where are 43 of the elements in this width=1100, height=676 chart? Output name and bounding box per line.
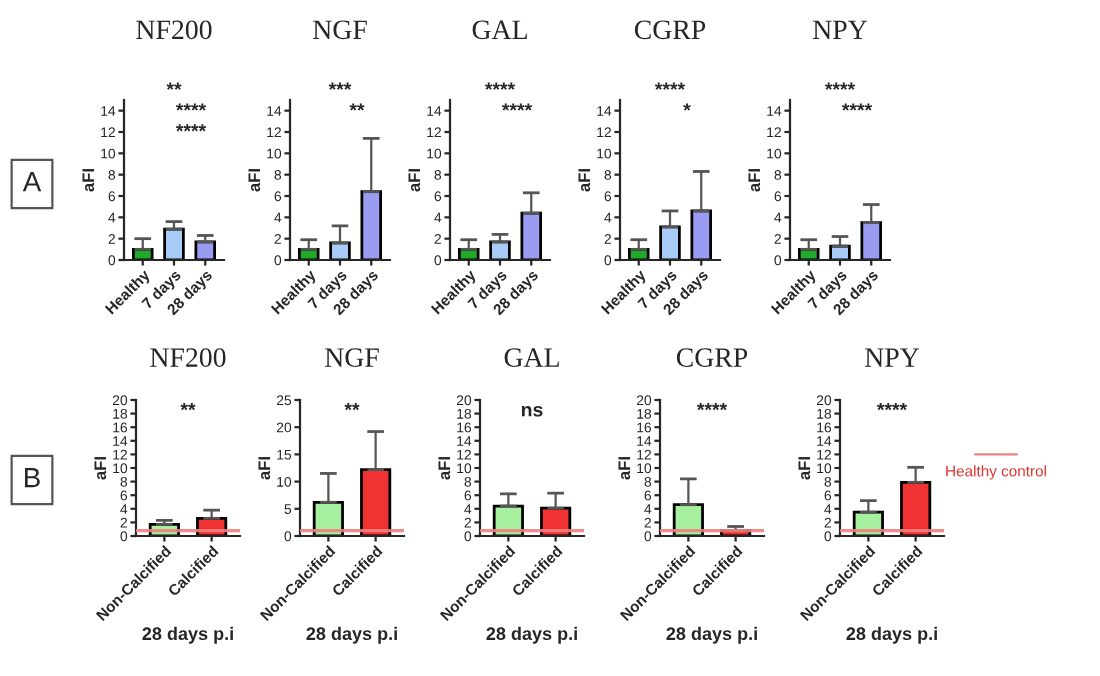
annotation: ** [349,103,365,111]
y-axis-title: aFI [578,169,591,192]
text: **** [824,82,856,90]
annotation: **** [501,103,533,111]
chart-title: NF200 [150,348,226,367]
chart-title: NGF [313,20,367,40]
text: **** [654,82,686,90]
y-axis-title: aFI [438,457,451,480]
chart-title: NF200 [136,20,212,40]
y-axis-title: aFI [82,169,95,192]
annotation: **** [175,103,207,111]
text: ** [166,82,182,90]
x-axis-title: 28 days p.i [142,626,233,644]
text: *** [328,82,352,90]
chart-title: NPY [865,348,920,367]
text: B [25,468,40,488]
text: A [22,172,42,192]
annotation: ns [521,405,543,417]
x-axis-title: 28 days p.i [306,626,397,644]
x-axis-title: 28 days p.i [666,626,757,644]
x-axis-title: 28 days p.i [486,626,577,644]
annotation: * [683,103,691,111]
y-axis-title: aFI [748,169,761,192]
chart-title: CGRP [676,348,748,367]
y-axis-title: aFI [94,457,107,480]
chart-title: NGF [325,348,379,367]
y-axis-title: aFI [248,169,261,192]
y-axis-title: aFI [258,457,271,480]
annotation: ** [180,402,196,411]
text: **** [484,82,516,90]
y-axis-title: aFI [618,457,631,480]
annotation: **** [175,124,207,132]
chart-title: CGRP [634,20,706,40]
chart-title: NPY [813,20,868,39]
y-axis-title: aFI [798,457,811,480]
chart-title: GAL [472,20,527,40]
annotation: **** [876,402,908,411]
annotation: **** [841,103,873,111]
x-axis-title: 28 days p.i [846,626,937,644]
y-axis-title: aFI [408,169,421,192]
annotation: **** [696,402,728,411]
annotation: ** [344,402,360,411]
chart-title: GAL [504,348,559,367]
